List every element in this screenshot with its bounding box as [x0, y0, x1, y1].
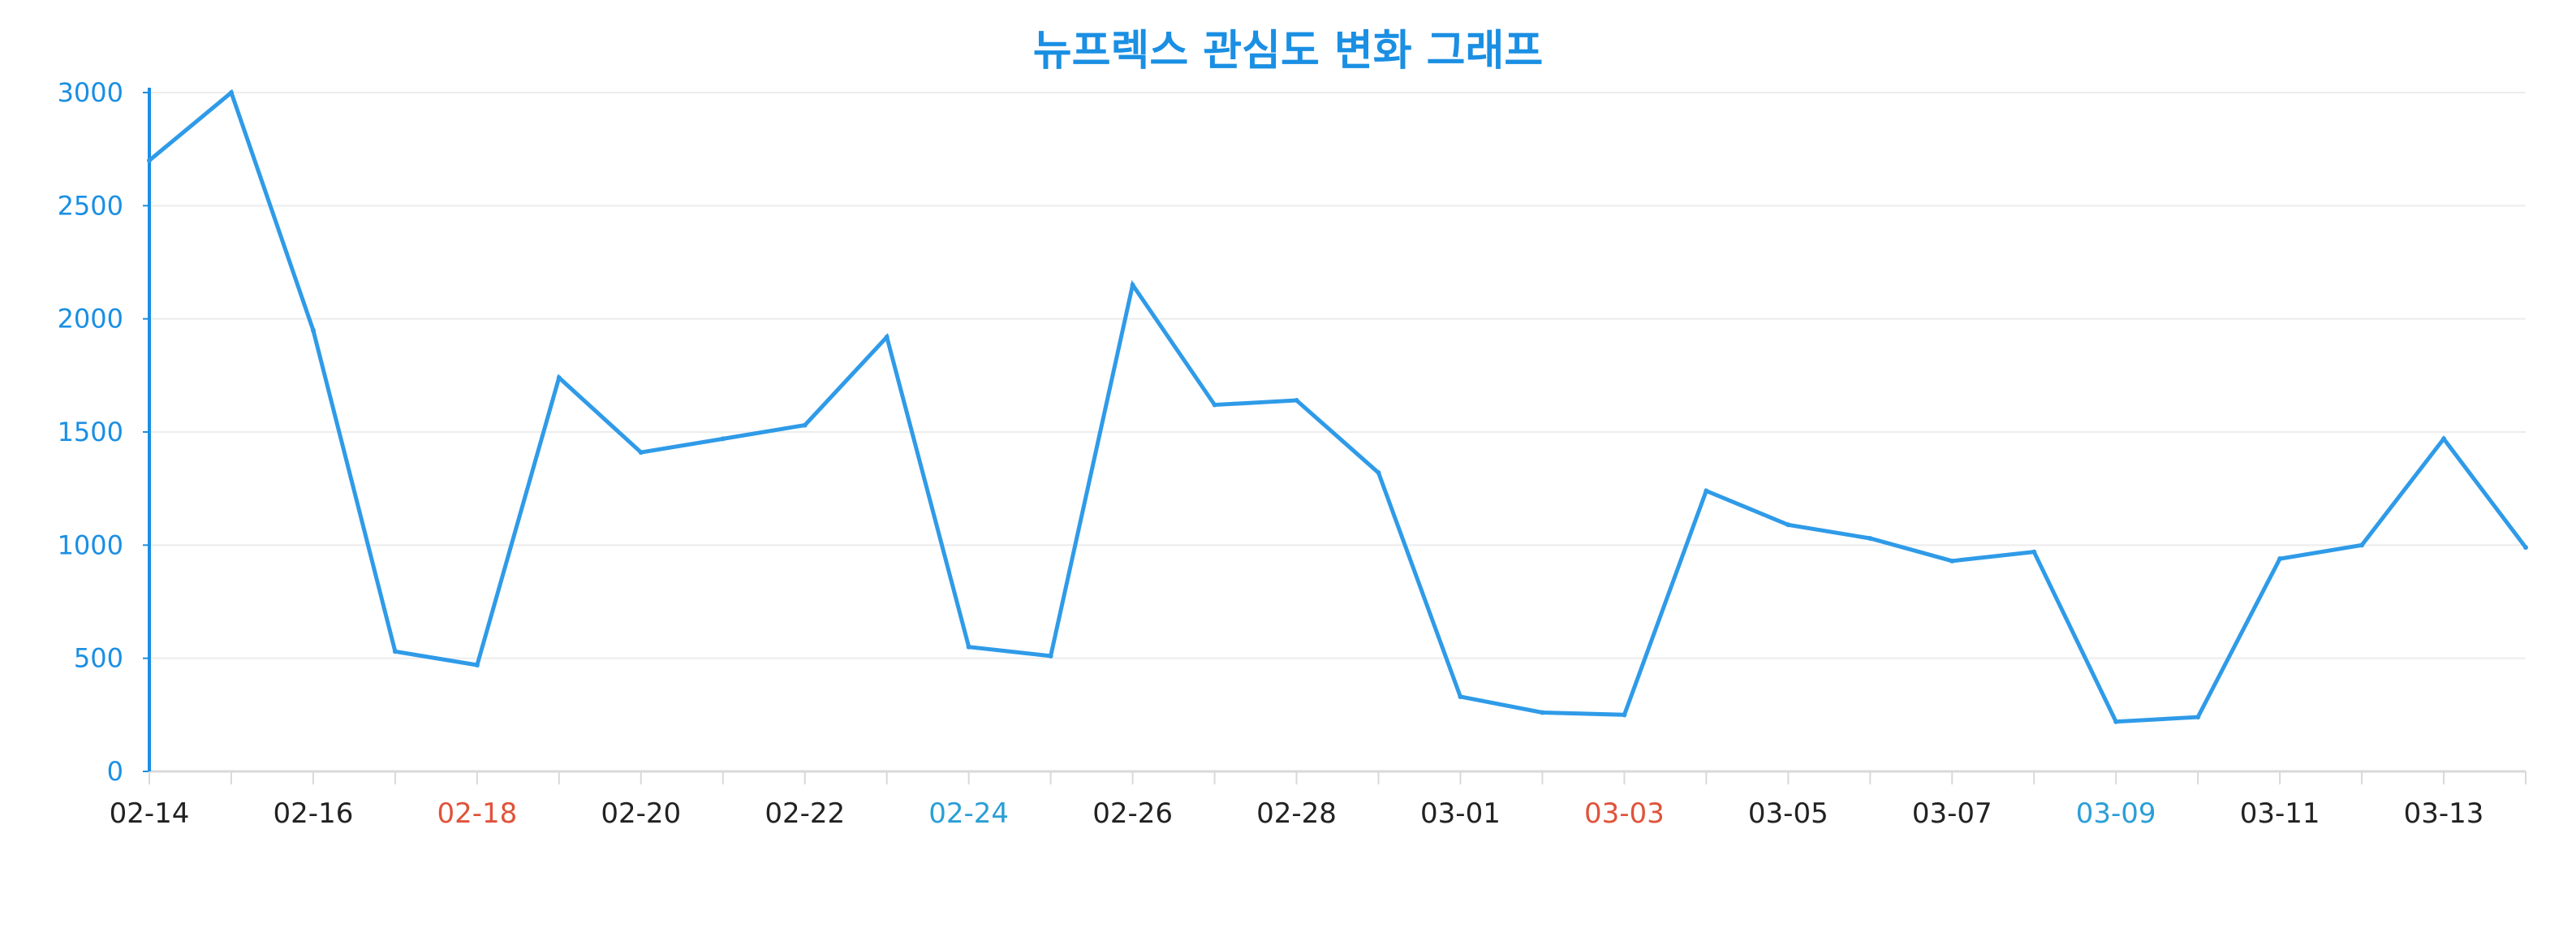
x-tick-label: 03-05	[1748, 797, 1829, 830]
data-point	[1048, 653, 1053, 659]
y-tick-label: 1000	[58, 529, 123, 560]
x-tick-label: 02-24	[928, 797, 1009, 830]
data-point	[310, 327, 316, 333]
x-tick-label: 03-09	[2076, 797, 2156, 830]
data-point	[966, 644, 971, 650]
data-point	[884, 334, 890, 339]
data-point	[1704, 488, 1709, 494]
y-tick-label: 2000	[58, 304, 123, 335]
data-point	[2031, 549, 2037, 555]
data-point	[392, 649, 398, 654]
data-series	[147, 89, 2528, 724]
x-tick-label: 02-28	[1256, 797, 1337, 830]
y-axis-ticks: 0 500 1000 1500 2000 2500 3000	[58, 77, 149, 787]
x-tick-label: 02-16	[274, 797, 354, 830]
y-tick-label: 500	[74, 643, 123, 674]
x-tick-label: 02-18	[437, 797, 517, 830]
data-point	[1294, 397, 1299, 403]
data-point	[1949, 558, 1955, 564]
data-point	[1786, 522, 1791, 528]
data-point	[1212, 402, 1217, 408]
x-tick-label: 03-03	[1584, 797, 1665, 830]
x-tick-label: 03-01	[1420, 797, 1501, 830]
y-tick-label: 0	[107, 756, 123, 787]
x-axis-ticks: 02-14 02-16 02-18 02-20 02-22 02-24 02-26 02-28…	[110, 797, 2484, 830]
data-point	[2359, 542, 2365, 548]
x-tick-label: 03-07	[1912, 797, 1992, 830]
data-point	[2195, 715, 2201, 720]
x-tick-label: 03-11	[2240, 797, 2320, 830]
data-point	[228, 90, 234, 95]
x-tick-label: 02-26	[1092, 797, 1173, 830]
data-point	[147, 158, 152, 163]
chart-title: 뉴프렉스 관심도 변화 그래프	[1033, 27, 1543, 76]
x-tick-label: 02-14	[110, 797, 190, 830]
y-tick-label: 2500	[58, 190, 123, 221]
data-point	[638, 450, 644, 456]
data-point	[802, 422, 808, 428]
x-tick-label: 03-13	[2404, 797, 2484, 830]
data-point	[1376, 470, 1381, 476]
data-point	[1622, 712, 1627, 718]
y-tick-label: 3000	[58, 77, 123, 108]
series-line-0	[148, 89, 2527, 724]
data-point	[474, 663, 480, 668]
data-point	[2277, 556, 2283, 562]
data-point	[2523, 545, 2528, 551]
grid-lines	[149, 92, 2526, 659]
x-axis	[149, 770, 2526, 784]
data-point	[1130, 282, 1135, 287]
x-tick-label: 02-22	[765, 797, 845, 830]
data-point	[1458, 694, 1463, 700]
y-tick-label: 1500	[58, 417, 123, 447]
data-point	[1540, 710, 1545, 715]
data-point	[720, 436, 726, 442]
data-point	[1867, 535, 1873, 541]
data-point	[556, 375, 562, 381]
x-tick-label: 02-20	[601, 797, 681, 830]
data-point	[2113, 719, 2119, 724]
data-point	[2441, 436, 2447, 442]
